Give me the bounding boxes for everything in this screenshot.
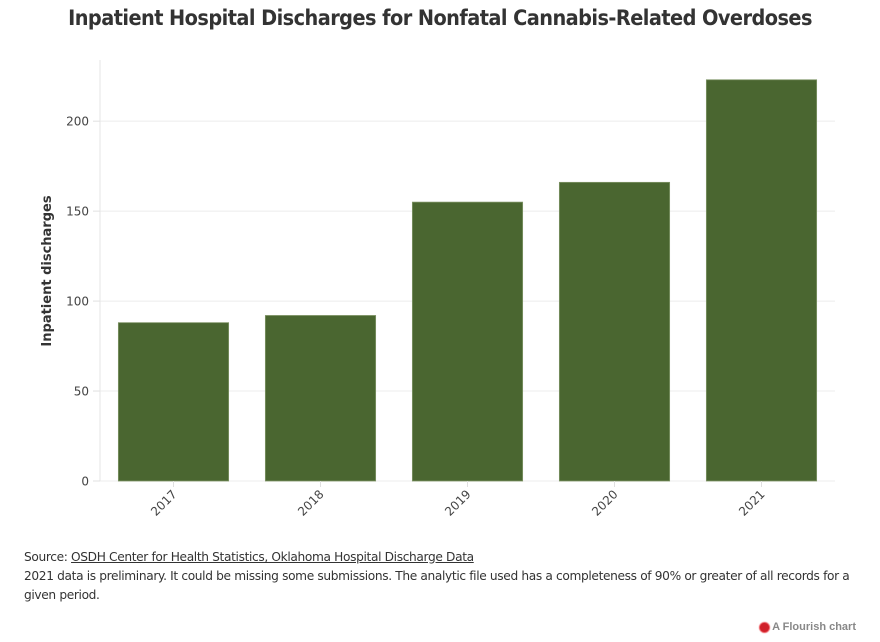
y-tick-label: 150	[66, 205, 89, 219]
x-tick-label: 2020	[589, 487, 620, 518]
bar-2021[interactable]	[705, 79, 818, 482]
source-line: Source: OSDH Center for Health Statistic…	[24, 548, 854, 567]
bar-2017[interactable]	[117, 322, 230, 482]
flourish-credit[interactable]: A Flourish chart	[760, 621, 856, 633]
bar-2019[interactable]	[411, 201, 524, 482]
chart-title: Inpatient Hospital Discharges for Nonfat…	[68, 6, 812, 30]
flourish-credit-label: A Flourish chart	[772, 621, 856, 633]
y-tick-label: 200	[66, 115, 89, 129]
x-tick-label: 2017	[148, 487, 179, 518]
x-tick-label: 2019	[442, 487, 473, 518]
bar-chart: 0 50 100 150 200 2017 2018 2019 2020 2021 Inpati…	[40, 60, 835, 519]
y-tick-label: 50	[74, 385, 89, 399]
y-axis-title: Inpatient discharges	[40, 195, 55, 346]
x-tick-label: 2021	[736, 487, 767, 518]
y-tick-label: 0	[81, 475, 89, 489]
flourish-logo-icon	[760, 622, 770, 632]
source-prefix: Source:	[24, 550, 72, 564]
bar-2018[interactable]	[264, 315, 377, 482]
bars	[117, 79, 818, 482]
chart-footer: Source: OSDH Center for Health Statistic…	[24, 548, 854, 605]
data-note: 2021 data is preliminary. It could be mi…	[24, 569, 850, 602]
y-axis-ticks: 0 50 100 150 200	[66, 115, 100, 489]
x-axis-ticks: 2017 2018 2019 2020 2021	[148, 481, 768, 519]
bar-2020[interactable]	[558, 181, 671, 482]
source-link[interactable]: OSDH Center for Health Statistics, Oklah…	[71, 550, 474, 564]
y-tick-label: 100	[66, 295, 89, 309]
x-tick-label: 2018	[295, 487, 326, 518]
